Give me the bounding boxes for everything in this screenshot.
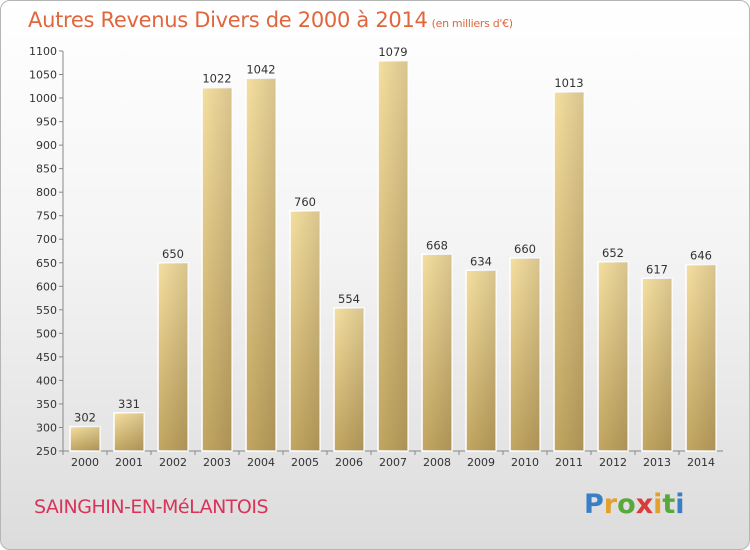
bar-shade (334, 307, 364, 451)
y-tick-label: 550 (36, 304, 57, 317)
y-tick-label: 1050 (29, 69, 57, 82)
logo-letter: i (675, 489, 685, 520)
data-label: 1013 (554, 76, 583, 90)
data-label: 646 (690, 249, 712, 263)
data-label: 760 (294, 195, 316, 209)
bar-shade (554, 91, 584, 452)
bar-shade (202, 87, 232, 452)
bar-shade (70, 426, 100, 451)
data-label: 1079 (378, 45, 407, 59)
bar-shade (246, 78, 276, 451)
x-tick-label: 2012 (599, 456, 627, 469)
data-label: 1042 (246, 62, 275, 76)
chart-unit: (en milliers d'€) (431, 17, 513, 30)
bar-shade (378, 60, 408, 451)
bar-shade (686, 264, 716, 451)
y-tick-label: 650 (36, 257, 57, 270)
x-tick-label: 2009 (467, 456, 495, 469)
chart-title: Autres Revenus Divers de 2000 à 2014 (en … (28, 8, 513, 32)
x-tick-label: 2011 (555, 456, 583, 469)
x-tick-label: 2008 (423, 456, 451, 469)
data-label: 331 (118, 397, 140, 411)
x-tick-label: 2007 (379, 456, 407, 469)
data-label: 617 (646, 262, 668, 276)
bar-shade (290, 211, 320, 451)
y-tick-label: 850 (36, 163, 57, 176)
data-label: 652 (602, 246, 624, 260)
y-tick-label: 300 (36, 421, 57, 434)
y-tick-label: 950 (36, 116, 57, 129)
data-label: 668 (426, 238, 448, 252)
x-tick-label: 2010 (511, 456, 539, 469)
y-tick-label: 400 (36, 374, 57, 387)
data-label: 634 (470, 254, 492, 268)
y-tick-label: 900 (36, 139, 57, 152)
y-tick-label: 350 (36, 398, 57, 411)
x-tick-label: 2001 (115, 456, 143, 469)
y-tick-label: 750 (36, 210, 57, 223)
y-tick-label: 600 (36, 280, 57, 293)
data-label: 302 (74, 411, 96, 425)
bar-shade (158, 262, 188, 451)
bar-shade (510, 258, 540, 451)
x-tick-label: 2006 (335, 456, 363, 469)
bar-shade (114, 412, 144, 451)
logo-letter: x (635, 489, 654, 520)
y-tick-label: 800 (36, 186, 57, 199)
logo-letter: t (662, 489, 676, 520)
data-label: 650 (162, 247, 184, 261)
chart-title-text: Autres Revenus Divers de 2000 à 2014 (28, 8, 428, 32)
x-tick-label: 2004 (247, 456, 275, 469)
x-tick-label: 2013 (643, 456, 671, 469)
y-tick-label: 500 (36, 327, 57, 340)
data-label: 660 (514, 242, 536, 256)
x-tick-label: 2003 (203, 456, 231, 469)
logo-letter: r (603, 489, 618, 520)
x-tick-label: 2002 (159, 456, 187, 469)
chart-bars (69, 60, 717, 452)
y-tick-label: 1000 (29, 92, 57, 105)
y-tick-label: 1100 (29, 45, 57, 58)
city-name: SAINGHIN-EN-MéLANTOIS (34, 496, 269, 518)
logo-letter: o (617, 489, 636, 520)
chart-axes: 250 300 350 400 450 500 550 600 650 700 750 800 850 9… (29, 45, 723, 469)
bar-shade (466, 270, 496, 451)
x-tick-label: 2014 (687, 456, 715, 469)
bar-shade (598, 261, 628, 451)
logo-letter: i (653, 489, 663, 520)
data-label: 554 (338, 292, 360, 306)
bar-shade (642, 278, 672, 451)
bar-shade (422, 254, 452, 451)
y-tick-label: 700 (36, 233, 57, 246)
proxiti-logo: Proxiti (584, 489, 685, 520)
y-tick-label: 450 (36, 351, 57, 364)
data-label: 1022 (202, 72, 231, 86)
logo-letter: P (584, 489, 604, 520)
chart-data-labels: 302 331 650 1022 1042 760 554 1079 668 634 660 1013… (74, 45, 712, 425)
y-tick-label: 250 (36, 445, 57, 458)
x-tick-label: 2005 (291, 456, 319, 469)
x-tick-label: 2000 (71, 456, 99, 469)
